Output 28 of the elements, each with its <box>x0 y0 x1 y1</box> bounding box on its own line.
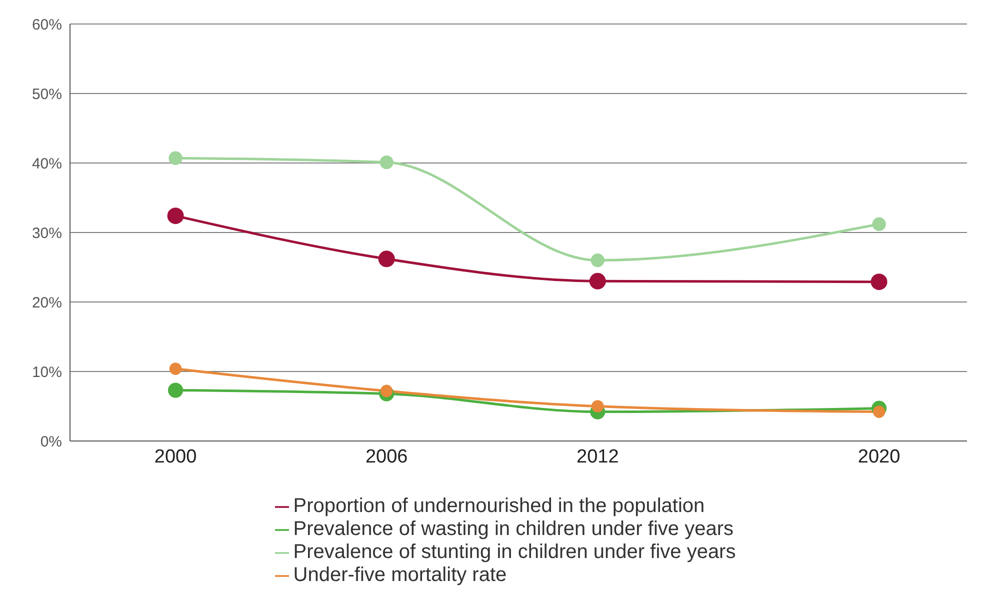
point <box>870 274 888 290</box>
x-tick-label: 2012 <box>576 446 619 468</box>
y-tick-label: 60% <box>32 16 62 34</box>
point <box>872 406 886 418</box>
point <box>591 400 604 412</box>
x-tick-label: 2020 <box>858 446 900 468</box>
y-tick-label: 50% <box>32 86 62 103</box>
legend-label: Prevalence of wasting in children under five years <box>293 518 734 540</box>
x-tick-label: 2000 <box>154 446 197 468</box>
y-tick-label: 40% <box>32 155 62 172</box>
legend-label: Prevalence of stunting in children under five years <box>293 541 736 563</box>
legend-label: Under-five mortality rate <box>293 564 507 586</box>
point <box>378 250 395 268</box>
point <box>168 151 182 165</box>
point <box>380 384 393 398</box>
point <box>872 217 886 232</box>
y-tick-label: 10% <box>32 364 62 381</box>
point <box>168 382 184 398</box>
point <box>167 208 184 224</box>
point <box>380 155 394 170</box>
point <box>169 362 182 375</box>
point <box>589 272 606 290</box>
y-tick-label: 20% <box>32 294 62 312</box>
y-tick-label: 30% <box>32 224 62 242</box>
y-tick-label: 0% <box>40 433 62 450</box>
legend-label: Proportion of undernourished in the population <box>293 495 705 517</box>
x-tick-label: 2006 <box>365 446 408 468</box>
point <box>590 253 604 268</box>
